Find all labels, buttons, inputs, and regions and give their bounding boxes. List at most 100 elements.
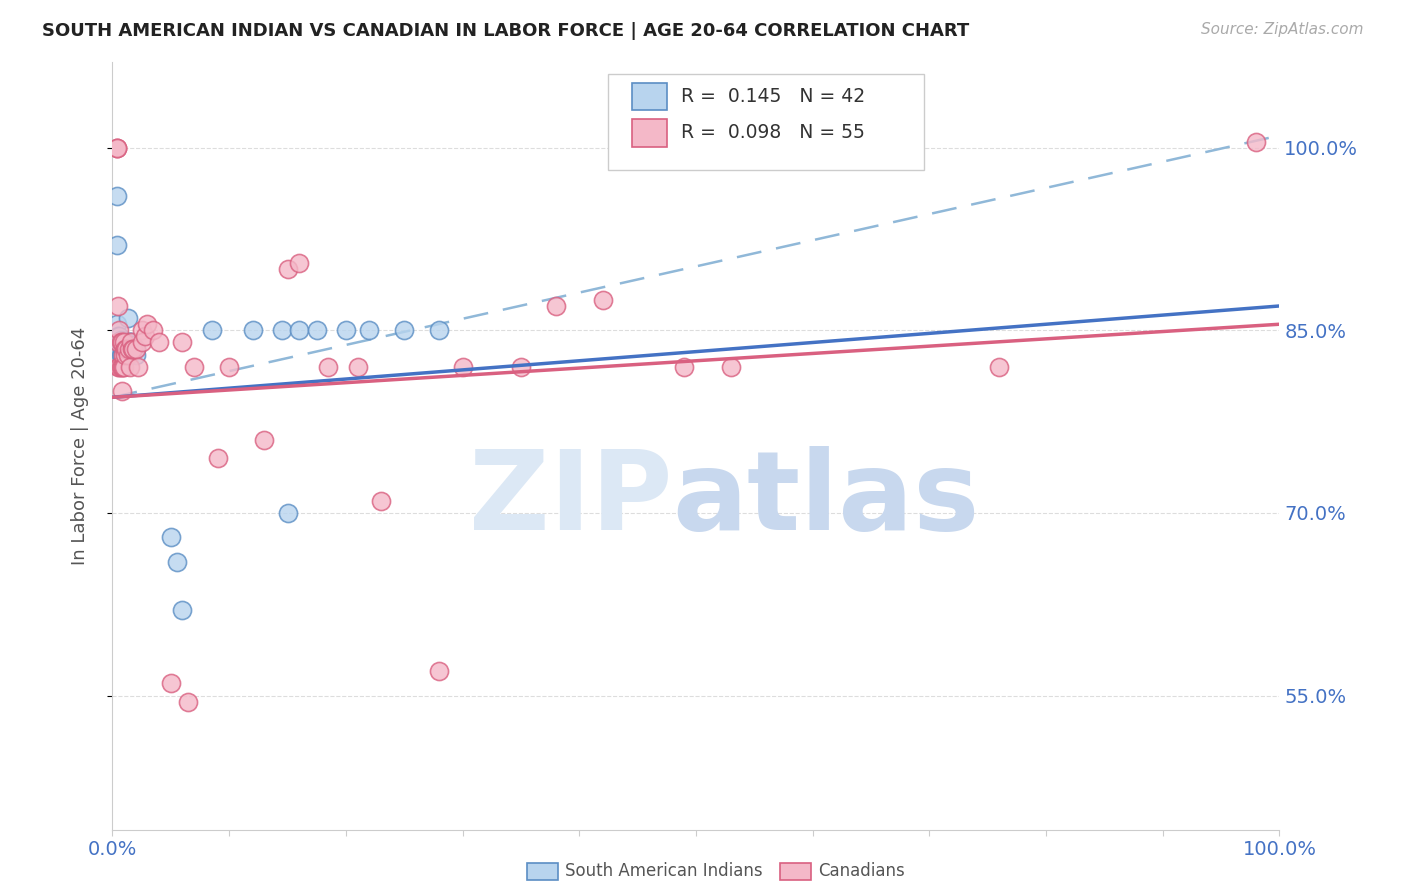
Point <box>105 141 128 155</box>
Point <box>111 359 134 374</box>
Point <box>427 665 450 679</box>
Point <box>117 311 139 326</box>
Text: ZIP: ZIP <box>470 446 672 553</box>
Point <box>108 359 131 374</box>
Point <box>105 141 128 155</box>
Point <box>131 335 153 350</box>
Point <box>107 329 129 343</box>
Bar <box>631 83 666 111</box>
Point <box>160 676 183 690</box>
Point <box>288 323 311 337</box>
Point <box>111 348 134 362</box>
Point <box>114 335 136 350</box>
Text: SOUTH AMERICAN INDIAN VS CANADIAN IN LABOR FORCE | AGE 20-64 CORRELATION CHART: SOUTH AMERICAN INDIAN VS CANADIAN IN LAB… <box>42 22 969 40</box>
Point <box>122 338 145 352</box>
Point <box>346 359 368 374</box>
Point <box>110 333 132 347</box>
Point <box>370 493 392 508</box>
Point <box>427 323 450 337</box>
Point <box>177 695 200 709</box>
Point <box>114 348 136 362</box>
Point <box>242 323 264 337</box>
Text: South American Indians: South American Indians <box>565 862 763 880</box>
Text: atlas: atlas <box>672 446 980 553</box>
Point <box>112 359 135 374</box>
Point <box>172 603 194 617</box>
Point <box>120 335 142 350</box>
Point <box>111 348 134 362</box>
Point <box>305 323 328 337</box>
Point <box>720 359 742 374</box>
Point <box>108 323 131 337</box>
Point <box>111 384 134 399</box>
Text: R =  0.145   N = 42: R = 0.145 N = 42 <box>681 87 865 106</box>
Point <box>117 348 139 362</box>
Point <box>127 359 149 374</box>
Point <box>111 338 134 352</box>
Point <box>136 317 159 331</box>
Point <box>110 359 132 374</box>
Point <box>107 335 129 350</box>
Point <box>125 342 148 356</box>
Point <box>166 555 188 569</box>
Point <box>110 335 132 350</box>
Text: R =  0.098   N = 55: R = 0.098 N = 55 <box>681 123 865 143</box>
Point <box>110 348 132 362</box>
Point <box>118 335 141 350</box>
Point <box>105 189 128 203</box>
Point <box>142 323 165 337</box>
Point <box>509 359 531 374</box>
Point <box>112 342 135 356</box>
Point <box>105 317 128 331</box>
Point <box>988 359 1011 374</box>
Point <box>111 338 134 352</box>
Point <box>111 359 134 374</box>
Point <box>122 342 145 356</box>
Point <box>108 329 131 343</box>
Point <box>451 359 474 374</box>
Point <box>131 323 153 337</box>
Point <box>335 323 357 337</box>
FancyBboxPatch shape <box>609 74 924 169</box>
Point <box>118 342 141 356</box>
Point <box>183 359 205 374</box>
Point <box>201 323 224 337</box>
Point <box>359 323 381 337</box>
Point <box>114 342 136 356</box>
Point <box>148 335 170 350</box>
Point <box>125 348 148 362</box>
Point <box>394 323 416 337</box>
Point <box>125 342 148 356</box>
Point <box>270 323 292 337</box>
Point <box>253 433 276 447</box>
Point <box>107 299 129 313</box>
Point <box>172 335 194 350</box>
Text: Source: ZipAtlas.com: Source: ZipAtlas.com <box>1201 22 1364 37</box>
Point <box>111 342 134 356</box>
Point <box>105 238 128 252</box>
Point <box>115 342 138 356</box>
Point <box>207 451 229 466</box>
Point <box>107 359 129 374</box>
Point <box>673 359 696 374</box>
Point <box>120 335 142 350</box>
Point <box>121 342 143 356</box>
Point <box>592 293 614 307</box>
Point <box>318 359 340 374</box>
Point <box>112 335 135 350</box>
Bar <box>631 119 666 146</box>
Point <box>118 359 141 374</box>
Point <box>118 335 141 350</box>
Point <box>1244 135 1267 149</box>
Text: Canadians: Canadians <box>818 862 905 880</box>
Point <box>134 329 156 343</box>
Point <box>218 359 240 374</box>
Point <box>276 506 298 520</box>
Point <box>108 335 131 350</box>
Point <box>105 141 128 155</box>
Point <box>118 348 141 362</box>
Y-axis label: In Labor Force | Age 20-64: In Labor Force | Age 20-64 <box>70 326 89 566</box>
Point <box>110 338 132 352</box>
Point <box>111 335 134 350</box>
Point <box>114 342 136 356</box>
